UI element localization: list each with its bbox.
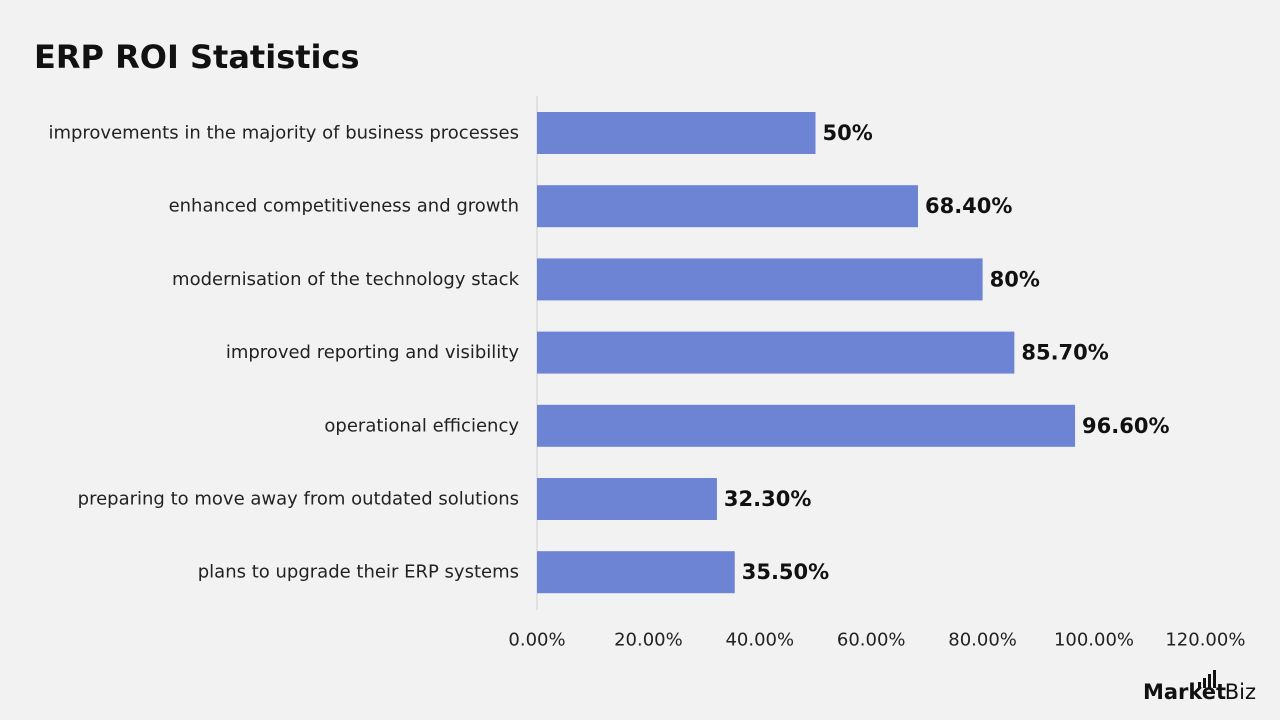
x-tick-label-3: 40.00%	[725, 630, 794, 651]
bar-2	[537, 185, 918, 228]
brand-suffix: .Biz	[1218, 680, 1256, 704]
value-label-7: 35.50%	[742, 560, 829, 584]
value-label-2: 68.40%	[925, 194, 1012, 218]
category-label-5: operational efficiency	[324, 415, 519, 436]
bar-5	[537, 404, 1076, 447]
chart-title: ERP ROI Statistics	[34, 38, 360, 76]
category-label-1: improvements in the majority of business…	[48, 123, 519, 144]
bar-4	[537, 331, 1015, 374]
value-label-1: 50%	[823, 121, 873, 145]
category-label-3: modernisation of the technology stack	[172, 269, 520, 290]
x-tick-label-2: 20.00%	[614, 630, 683, 651]
marketbiz-logo: Market .Biz	[1143, 670, 1256, 704]
category-label-6: preparing to move away from outdated sol…	[78, 489, 519, 510]
value-label-6: 32.30%	[724, 487, 811, 511]
bar-signal-icon	[1198, 670, 1217, 688]
x-tick-label-1: 0.00%	[508, 630, 565, 651]
x-tick-label-7: 120.00%	[1165, 630, 1245, 651]
category-label-4: improved reporting and visibility	[226, 342, 519, 363]
bar-7	[537, 551, 735, 594]
bar-3	[537, 258, 983, 301]
x-tick-label-5: 80.00%	[948, 630, 1017, 651]
bar-6	[537, 478, 717, 520]
value-label-3: 80%	[990, 267, 1040, 291]
value-label-4: 85.70%	[1021, 341, 1108, 365]
brand-name: Market	[1142, 680, 1227, 704]
category-label-2: enhanced competitiveness and growth	[169, 196, 519, 217]
category-label-7: plans to upgrade their ERP systems	[198, 562, 519, 583]
x-tick-label-6: 100.00%	[1054, 630, 1134, 651]
value-label-5: 96.60%	[1082, 414, 1169, 438]
bar-1	[537, 112, 816, 154]
x-tick-label-4: 60.00%	[837, 630, 906, 651]
